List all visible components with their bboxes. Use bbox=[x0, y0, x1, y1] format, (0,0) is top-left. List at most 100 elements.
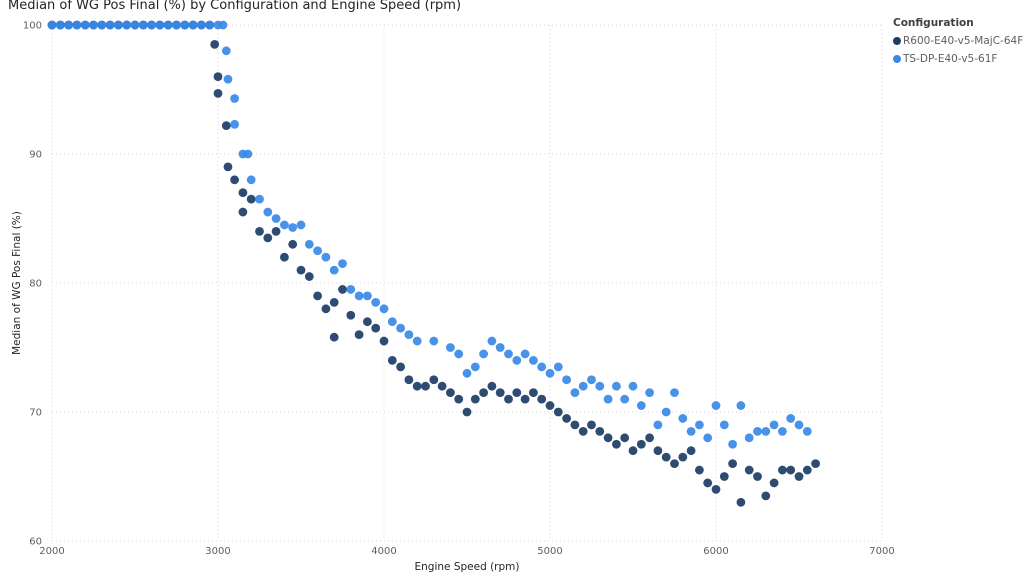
data-point[interactable] bbox=[238, 188, 248, 198]
data-point[interactable] bbox=[221, 121, 231, 131]
data-point[interactable] bbox=[603, 394, 613, 404]
data-point[interactable] bbox=[744, 465, 754, 475]
data-point[interactable] bbox=[786, 414, 796, 423]
data-point[interactable] bbox=[412, 336, 422, 346]
data-point[interactable] bbox=[653, 420, 663, 430]
data-point[interactable] bbox=[670, 459, 679, 468]
data-point[interactable] bbox=[230, 94, 240, 103]
data-point[interactable] bbox=[313, 246, 322, 256]
data-point[interactable] bbox=[670, 388, 679, 398]
data-point[interactable] bbox=[205, 20, 215, 30]
data-point[interactable] bbox=[105, 20, 115, 30]
data-point[interactable] bbox=[470, 362, 480, 372]
data-point[interactable] bbox=[504, 349, 513, 359]
data-point[interactable] bbox=[97, 20, 107, 30]
data-point[interactable] bbox=[446, 388, 455, 398]
data-point[interactable] bbox=[753, 426, 762, 436]
data-point[interactable] bbox=[695, 465, 704, 475]
data-point[interactable] bbox=[387, 356, 397, 365]
data-point[interactable] bbox=[396, 362, 405, 372]
data-point[interactable] bbox=[470, 394, 480, 404]
data-point[interactable] bbox=[620, 394, 630, 404]
data-point[interactable] bbox=[255, 227, 264, 236]
data-point[interactable] bbox=[562, 414, 571, 423]
data-point[interactable] bbox=[479, 349, 488, 359]
data-point[interactable] bbox=[238, 207, 248, 217]
data-point[interactable] bbox=[338, 259, 347, 269]
data-point[interactable] bbox=[223, 74, 233, 84]
data-point[interactable] bbox=[454, 349, 464, 359]
data-point[interactable] bbox=[371, 323, 381, 333]
data-point[interactable] bbox=[180, 20, 190, 30]
data-point[interactable] bbox=[429, 375, 439, 385]
data-point[interactable] bbox=[595, 381, 605, 391]
data-point[interactable] bbox=[678, 452, 688, 462]
data-point[interactable] bbox=[188, 20, 198, 30]
data-point[interactable] bbox=[703, 433, 713, 443]
data-point[interactable] bbox=[578, 426, 588, 436]
data-point[interactable] bbox=[346, 310, 356, 320]
data-point[interactable] bbox=[728, 459, 737, 468]
data-point[interactable] bbox=[354, 291, 364, 301]
data-point[interactable] bbox=[504, 394, 513, 404]
data-point[interactable] bbox=[246, 194, 256, 204]
data-point[interactable] bbox=[243, 149, 253, 159]
data-point[interactable] bbox=[537, 362, 547, 372]
data-point[interactable] bbox=[661, 407, 671, 417]
data-point[interactable] bbox=[520, 394, 530, 404]
data-point[interactable] bbox=[653, 446, 663, 456]
data-point[interactable] bbox=[778, 426, 787, 436]
legend-item-r600[interactable]: R600-E40-v5-MajC-64F bbox=[893, 35, 1023, 47]
data-point[interactable] bbox=[210, 39, 220, 49]
data-point[interactable] bbox=[636, 401, 646, 410]
data-point[interactable] bbox=[786, 465, 796, 475]
data-point[interactable] bbox=[719, 472, 729, 481]
data-point[interactable] bbox=[703, 478, 713, 488]
data-point[interactable] bbox=[221, 46, 231, 56]
data-point[interactable] bbox=[163, 20, 173, 30]
data-point[interactable] bbox=[218, 20, 228, 30]
data-point[interactable] bbox=[155, 20, 165, 30]
data-point[interactable] bbox=[778, 465, 787, 475]
data-point[interactable] bbox=[587, 420, 596, 430]
data-point[interactable] bbox=[645, 433, 654, 443]
data-point[interactable] bbox=[371, 297, 381, 307]
data-point[interactable] bbox=[329, 297, 339, 307]
data-point[interactable] bbox=[686, 446, 696, 456]
data-point[interactable] bbox=[512, 388, 522, 398]
data-point[interactable] bbox=[263, 233, 273, 243]
data-point[interactable] bbox=[628, 446, 638, 456]
data-point[interactable] bbox=[545, 368, 555, 378]
data-point[interactable] bbox=[495, 388, 505, 398]
data-point[interactable] bbox=[213, 72, 223, 81]
data-point[interactable] bbox=[263, 207, 273, 217]
legend-item-ts-dp[interactable]: TS-DP-E40-v5-61F bbox=[893, 53, 1023, 65]
data-point[interactable] bbox=[271, 214, 281, 223]
data-point[interactable] bbox=[603, 433, 613, 443]
data-point[interactable] bbox=[686, 426, 696, 436]
data-point[interactable] bbox=[404, 375, 414, 385]
data-point[interactable] bbox=[719, 420, 729, 430]
data-point[interactable] bbox=[794, 472, 804, 481]
data-point[interactable] bbox=[711, 401, 721, 410]
data-point[interactable] bbox=[802, 426, 812, 436]
data-point[interactable] bbox=[753, 472, 762, 481]
data-point[interactable] bbox=[80, 20, 90, 30]
data-point[interactable] bbox=[462, 407, 472, 417]
data-point[interactable] bbox=[89, 20, 98, 30]
data-point[interactable] bbox=[437, 381, 447, 391]
data-point[interactable] bbox=[454, 394, 464, 404]
data-point[interactable] bbox=[47, 20, 57, 30]
data-point[interactable] bbox=[628, 381, 638, 391]
data-point[interactable] bbox=[213, 88, 223, 98]
data-point[interactable] bbox=[313, 291, 322, 301]
data-point[interactable] bbox=[736, 401, 746, 410]
data-point[interactable] bbox=[479, 388, 488, 398]
data-point[interactable] bbox=[304, 239, 314, 249]
data-point[interactable] bbox=[321, 252, 331, 262]
data-point[interactable] bbox=[769, 478, 779, 488]
data-point[interactable] bbox=[587, 375, 596, 385]
data-point[interactable] bbox=[329, 265, 339, 275]
data-point[interactable] bbox=[122, 20, 132, 30]
data-point[interactable] bbox=[304, 272, 314, 281]
